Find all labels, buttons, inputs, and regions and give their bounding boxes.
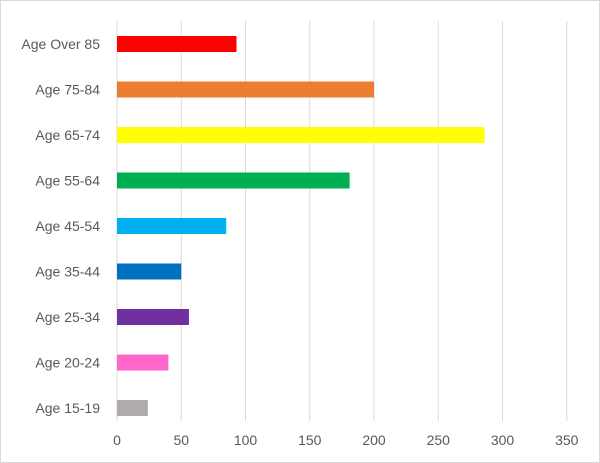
category-label: Age 20-24	[35, 355, 100, 371]
x-tick-label: 50	[173, 432, 189, 448]
x-tick-labels: 0 50 100 150 200 250 300 350	[113, 432, 579, 448]
x-tick-label: 100	[234, 432, 258, 448]
x-tick-label: 300	[491, 432, 515, 448]
bar-age-over-85	[117, 36, 237, 52]
category-label: Age 75-84	[35, 82, 100, 98]
category-label: Age 55-64	[35, 173, 100, 189]
category-label: Age 15-19	[35, 400, 100, 416]
category-label: Age 45-54	[35, 218, 100, 234]
category-labels: Age Over 85 Age 75-84 Age 65-74 Age 55-64 Ag…	[21, 36, 100, 416]
bar-age-55-64	[117, 172, 350, 189]
x-tick-label: 0	[113, 432, 121, 448]
bar-age-75-84	[117, 81, 374, 98]
category-label: Age 25-34	[35, 309, 100, 325]
bars	[117, 36, 485, 416]
bar-age-15-19	[117, 400, 148, 416]
category-label: Age Over 85	[21, 36, 100, 52]
x-tick-label: 200	[362, 432, 386, 448]
bar-age-45-54	[117, 218, 227, 234]
bar-age-20-24	[117, 354, 169, 371]
x-tick-label: 250	[427, 432, 451, 448]
category-label: Age 65-74	[35, 127, 100, 143]
x-tick-label: 150	[298, 432, 322, 448]
category-label: Age 35-44	[35, 264, 100, 280]
x-tick-label: 350	[555, 432, 579, 448]
bar-age-35-44	[117, 263, 182, 280]
bar-age-65-74	[117, 127, 485, 143]
bar-age-25-34	[117, 309, 189, 325]
